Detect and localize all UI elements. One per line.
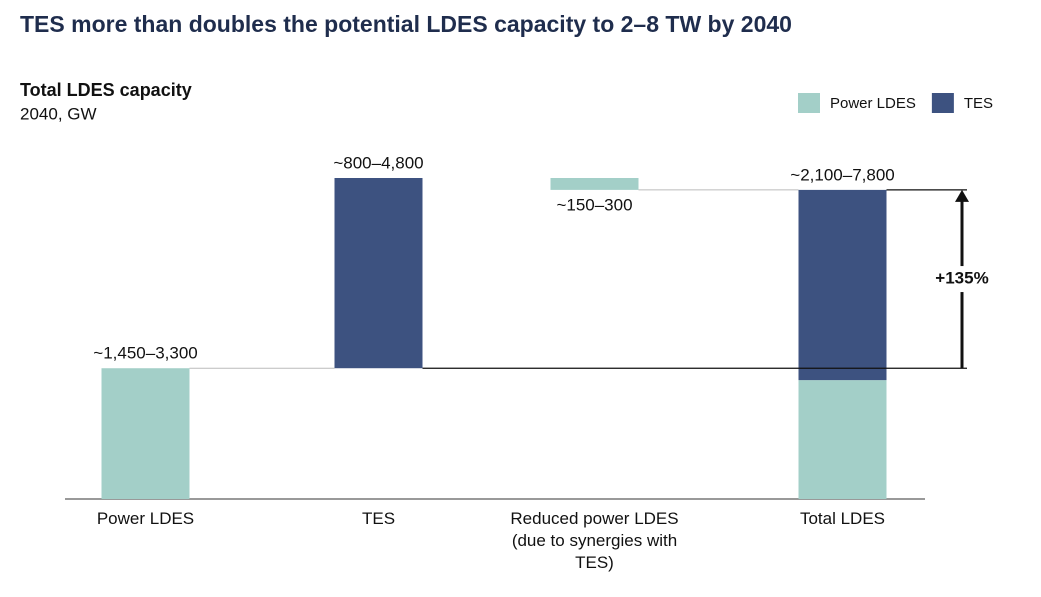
annotation: +135%	[935, 269, 988, 288]
x-tick-label: TES	[361, 509, 396, 528]
annotation-bg	[926, 266, 998, 293]
x-tick-label: Power LDES	[96, 509, 195, 528]
bar	[798, 380, 887, 499]
x-tick-label: Reduced power LDES (due to synergies wit…	[510, 509, 679, 572]
bar	[334, 178, 423, 369]
legend-swatch	[798, 93, 820, 113]
arrow-head	[955, 189, 969, 202]
legend-swatch	[931, 93, 954, 113]
value-label: ~800–4,800	[333, 153, 423, 172]
bar	[798, 189, 887, 381]
chart-subtitle: Total LDES capacity	[20, 80, 192, 100]
legend-label: TES	[964, 95, 993, 112]
unit-label: 2040, GW	[20, 104, 97, 123]
chart-title: TES more than doubles the potential LDES…	[20, 11, 792, 37]
value-label: ~1,450–3,300	[93, 344, 197, 363]
x-tick-label: Total LDES	[799, 509, 886, 528]
bar	[550, 178, 639, 190]
value-label: ~150–300	[556, 195, 632, 214]
value-label: ~2,100–7,800	[790, 165, 894, 184]
bar	[101, 368, 190, 499]
legend-label: Power LDES	[830, 95, 916, 112]
